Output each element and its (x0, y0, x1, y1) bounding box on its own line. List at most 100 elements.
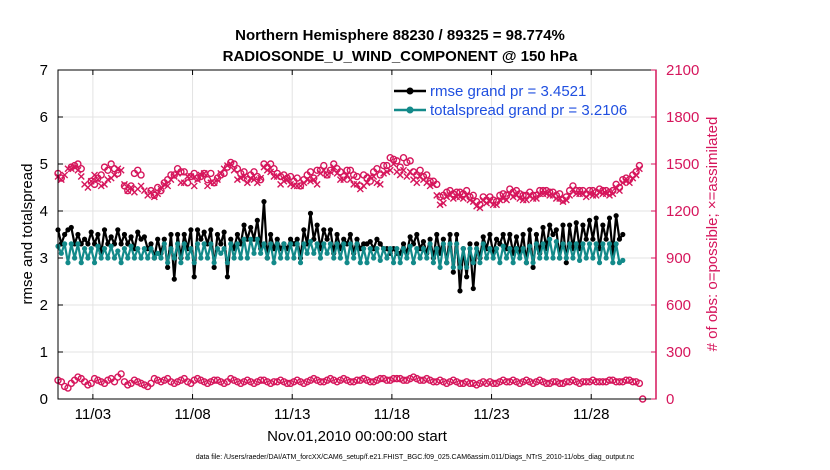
rmse-point (533, 231, 540, 238)
obs-assimilated-marker (340, 176, 348, 184)
obs-possible-low-marker (283, 379, 291, 388)
spread-point (317, 255, 324, 261)
obs-assimilated-marker-stroke (326, 168, 334, 176)
spread-point (271, 260, 277, 266)
obs-assimilated-marker (635, 165, 643, 173)
obs-assimilated-marker (227, 160, 235, 168)
rmse-point (447, 231, 453, 238)
spread-point (493, 246, 500, 252)
spread-point (324, 250, 330, 256)
spread-point (101, 246, 108, 252)
spread-point (191, 260, 197, 266)
spread-point (244, 255, 250, 261)
rmse-point (218, 241, 224, 247)
obs-assimilated-marker (353, 180, 361, 188)
obs-assimilated-marker-stroke (596, 188, 604, 196)
obs-assimilated-marker-stroke (463, 191, 471, 199)
spread-point (503, 255, 510, 261)
obs-assimilated-marker-stroke (320, 166, 328, 174)
obs-assimilated-marker-stroke (516, 194, 524, 202)
chart-title: Northern Hemisphere 88230 / 89325 = 98.7… (235, 27, 565, 44)
spread-point (613, 241, 619, 247)
spread-point (606, 241, 613, 247)
spread-point (258, 250, 264, 256)
spread-point (380, 246, 387, 252)
obs-assimilated-marker-stroke (486, 198, 494, 206)
y2-tick-label: 2100 (666, 62, 699, 79)
obs-assimilated-marker-stroke (71, 163, 79, 171)
obs-possible-marker (147, 186, 155, 195)
plot-area-border (57, 69, 657, 400)
rmse-point (374, 236, 380, 242)
rmse-point (155, 236, 161, 242)
y2-tick-label: 600 (666, 297, 691, 314)
y-tick-label: 4 (40, 203, 48, 220)
obs-assimilated-marker (194, 176, 202, 184)
obs-assimilated-marker (164, 182, 172, 190)
obs-possible-marker (320, 161, 328, 170)
obs-assimilated-marker-stroke (353, 180, 361, 188)
obs-assimilated-marker-stroke (473, 202, 481, 210)
rmse-point (583, 236, 589, 242)
obs-possible-low-marker (635, 379, 644, 388)
spread-point (417, 255, 423, 261)
obs-possible-marker (635, 161, 644, 170)
obs-possible-marker (306, 168, 315, 176)
obs-possible-marker (104, 166, 112, 174)
obs-assimilated-marker (503, 196, 510, 204)
obs-assimilated-marker (154, 190, 162, 198)
spread-point (533, 241, 540, 247)
spread-point (560, 241, 566, 247)
obs-assimilated-marker-stroke (376, 180, 384, 188)
obs-assimilated-marker-stroke (120, 180, 128, 188)
rmse-point (420, 238, 427, 245)
obs-assimilated-marker (190, 182, 198, 190)
rmse-point (464, 274, 470, 280)
spread-point (553, 238, 559, 245)
spread-point (304, 250, 310, 256)
spread-point (424, 255, 430, 261)
obs-assimilated-marker-stroke (622, 177, 630, 185)
obs-possible-marker (406, 157, 414, 165)
obs-assimilated-marker-stroke (310, 176, 318, 184)
spread-point (543, 255, 549, 261)
spread-point (390, 260, 397, 266)
spread-point (314, 241, 320, 247)
rmse-point (128, 234, 134, 240)
spread-point (477, 260, 483, 266)
obs-possible-low-marker (456, 379, 464, 388)
obs-assimilated-marker-stroke (91, 171, 99, 179)
spread-point (593, 241, 599, 247)
obs-assimilated-marker (157, 185, 165, 193)
obs-assimilated-marker (370, 173, 378, 181)
spread-point (88, 246, 94, 252)
y-tick-label: 7 (40, 62, 48, 79)
spread-point (141, 246, 147, 252)
obs-assimilated-marker-stroke (340, 176, 348, 184)
obs-possible-marker (413, 171, 421, 179)
obs-assimilated-marker-stroke (333, 169, 341, 177)
obs-possible-marker (77, 164, 85, 173)
obs-assimilated-marker (413, 179, 421, 187)
x-tick-label: 11/23 (473, 406, 509, 423)
obs-assimilated-marker-stroke (632, 171, 640, 179)
rmse-point (88, 229, 94, 235)
obs-assimilated-marker-stroke (479, 196, 487, 204)
rmse-point (540, 224, 546, 231)
x-axis-label: Nov.01,2010 00:00:00 start (267, 428, 448, 445)
spread-point (500, 243, 506, 249)
obs-possible-marker (326, 166, 335, 174)
spread-point (537, 255, 543, 261)
rmse-point (527, 227, 533, 233)
spread-point (204, 255, 211, 261)
rmse-point (440, 236, 446, 242)
obs-assimilated-marker-stroke (273, 173, 281, 181)
y2-tick-label: 1500 (666, 156, 699, 173)
rmse-point (520, 231, 526, 238)
spread-point (91, 260, 98, 266)
x-tick-label: 11/13 (274, 406, 310, 423)
obs-possible-low-marker (416, 376, 424, 384)
obs-possible-marker (127, 182, 135, 190)
spread-point (155, 250, 161, 256)
obs-possible-low-marker (210, 376, 218, 384)
